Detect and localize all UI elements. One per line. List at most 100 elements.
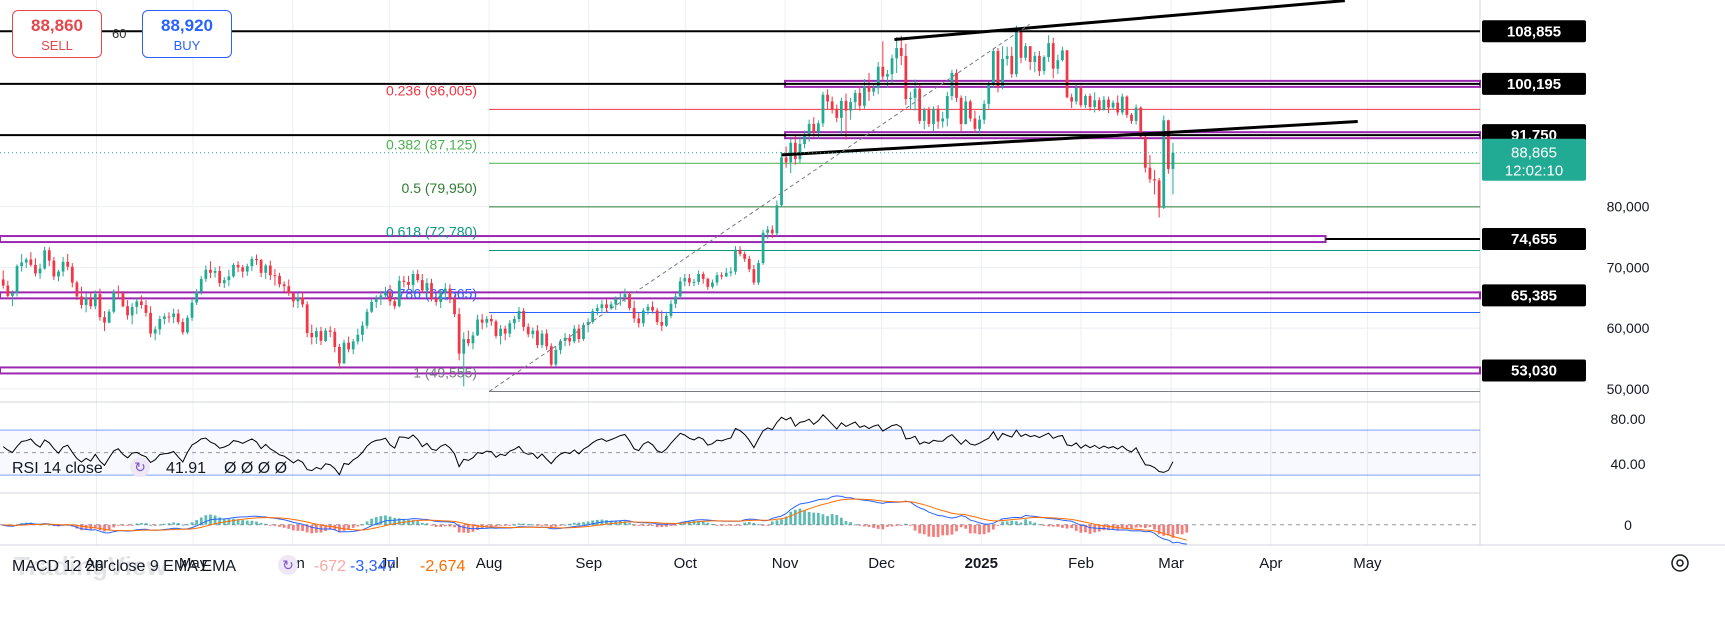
macd-histogram-bar (798, 508, 802, 525)
rsi-legend-label: RSI 14 close (12, 460, 103, 477)
candle-body (545, 333, 549, 347)
candle-body (554, 349, 558, 365)
last-price-tag[interactable] (1482, 138, 1586, 181)
settings-icon[interactable] (1671, 554, 1689, 572)
candle-body (218, 270, 222, 284)
candle-body (798, 143, 802, 160)
candle-body (416, 274, 420, 281)
candle-body (250, 258, 254, 267)
support-resistance-band[interactable] (0, 291, 1481, 300)
candle-body (199, 278, 203, 292)
candle-body (278, 275, 281, 285)
macd-histogram-bar (591, 520, 595, 525)
level-price-tag[interactable] (1482, 359, 1586, 382)
buy-label: BUY (173, 38, 201, 53)
macd-histogram-bar (844, 521, 848, 525)
macd-histogram-bar (959, 524, 963, 528)
candle-body (485, 318, 489, 323)
candle-body (655, 310, 659, 323)
macd-histogram-bar (531, 524, 535, 526)
macd-histogram-bar (549, 524, 553, 528)
macd-histogram-bar (328, 524, 332, 530)
rsi-legend-value: 41.91 (166, 460, 206, 477)
candle-body (628, 294, 631, 309)
candle-body (812, 123, 816, 133)
macd-histogram-bar (1005, 521, 1009, 525)
levels-front[interactable] (0, 30, 1480, 241)
price-axis-tick: 50,000 (1607, 381, 1650, 397)
candle-body (839, 100, 843, 118)
candle-body (605, 304, 608, 309)
candle-body (641, 310, 645, 324)
candle-body (863, 86, 866, 106)
candle-body (471, 335, 475, 344)
candle-body (775, 205, 779, 234)
candle-body (1148, 167, 1152, 180)
candle-body (121, 293, 125, 307)
macd-histogram-bar (563, 524, 567, 526)
macd-histogram-bar (830, 514, 834, 525)
price-axis-tick: 80,000 (1607, 199, 1650, 215)
macd-histogram-bar (706, 522, 710, 525)
support-resistance-band[interactable] (0, 235, 1327, 244)
price-axis[interactable]: 80.00 40.00 0 50,000 60,000 70,000 80,000 108,8… (0, 20, 1650, 533)
candle-body (144, 305, 148, 313)
candle-body (853, 92, 857, 103)
trendline-middle-channel[interactable] (781, 120, 1358, 157)
candle-body (1171, 152, 1175, 169)
candle-body (835, 109, 839, 118)
macd-histogram-bar (232, 518, 235, 525)
candle-body (572, 328, 576, 342)
macd-histogram-bar (752, 522, 756, 525)
macd-refresh-icon[interactable] (278, 555, 298, 575)
macd-histogram-bar (407, 520, 410, 525)
candle-body (163, 316, 166, 319)
buy-button[interactable]: 88,920 BUY (142, 10, 232, 58)
candle-body (112, 292, 116, 312)
macd-histogram-bar (637, 524, 641, 526)
candle-body (858, 92, 862, 106)
macd-histogram-bar (678, 523, 682, 525)
macd-histogram-bar (163, 523, 166, 525)
candle-body (784, 157, 788, 163)
trendline-upper-channel[interactable] (894, 0, 1345, 41)
macd-histogram-bar (867, 524, 871, 527)
level-price-tag[interactable] (1482, 20, 1586, 43)
candle-body (595, 308, 599, 312)
macd-histogram-bar (1120, 524, 1124, 529)
candle-body (52, 260, 56, 277)
settings-icon-center[interactable] (1676, 559, 1684, 567)
trendline-fib-diagonal[interactable] (488, 23, 1030, 392)
macd-histogram-bar (632, 524, 636, 526)
macd-histogram-bar (347, 524, 350, 530)
macd-histogram-bar (858, 524, 862, 526)
candle-body (462, 339, 466, 354)
macd-histogram-bar (1153, 524, 1156, 530)
support-resistance-band[interactable] (0, 366, 1481, 375)
candle-body (770, 229, 774, 234)
macd-histogram-bar (628, 522, 631, 525)
candle-body (646, 306, 650, 311)
candle-body (1051, 43, 1055, 69)
candle-body (370, 301, 374, 312)
candle-body (457, 314, 461, 354)
time-axis[interactable]: AprMayJunJulAugSepOctNovDec2025FebMarApr… (85, 554, 1689, 572)
candle-body (374, 298, 378, 302)
candle-body (204, 269, 208, 279)
macd-histogram-bar (1042, 524, 1046, 526)
candle-body (29, 259, 33, 265)
level-price-tag[interactable] (1482, 72, 1586, 95)
macd-histogram-bar (554, 524, 558, 527)
level-price-tag[interactable] (1482, 284, 1586, 307)
macd-histogram-bar (692, 520, 696, 525)
fib-level-label: 0.236 (96,005) (386, 82, 477, 98)
candle-body (909, 97, 912, 100)
rsi-refresh-icon[interactable] (130, 457, 150, 477)
trendlines[interactable] (488, 0, 1358, 392)
macd-histogram-bar (1065, 524, 1069, 529)
sell-button[interactable]: 88,860 SELL (12, 10, 102, 58)
macd-histogram-bar (499, 524, 502, 526)
macd-histogram-bar (103, 524, 106, 532)
level-price-tag[interactable] (1482, 228, 1586, 251)
price-axis-tick: 70,000 (1607, 259, 1650, 275)
